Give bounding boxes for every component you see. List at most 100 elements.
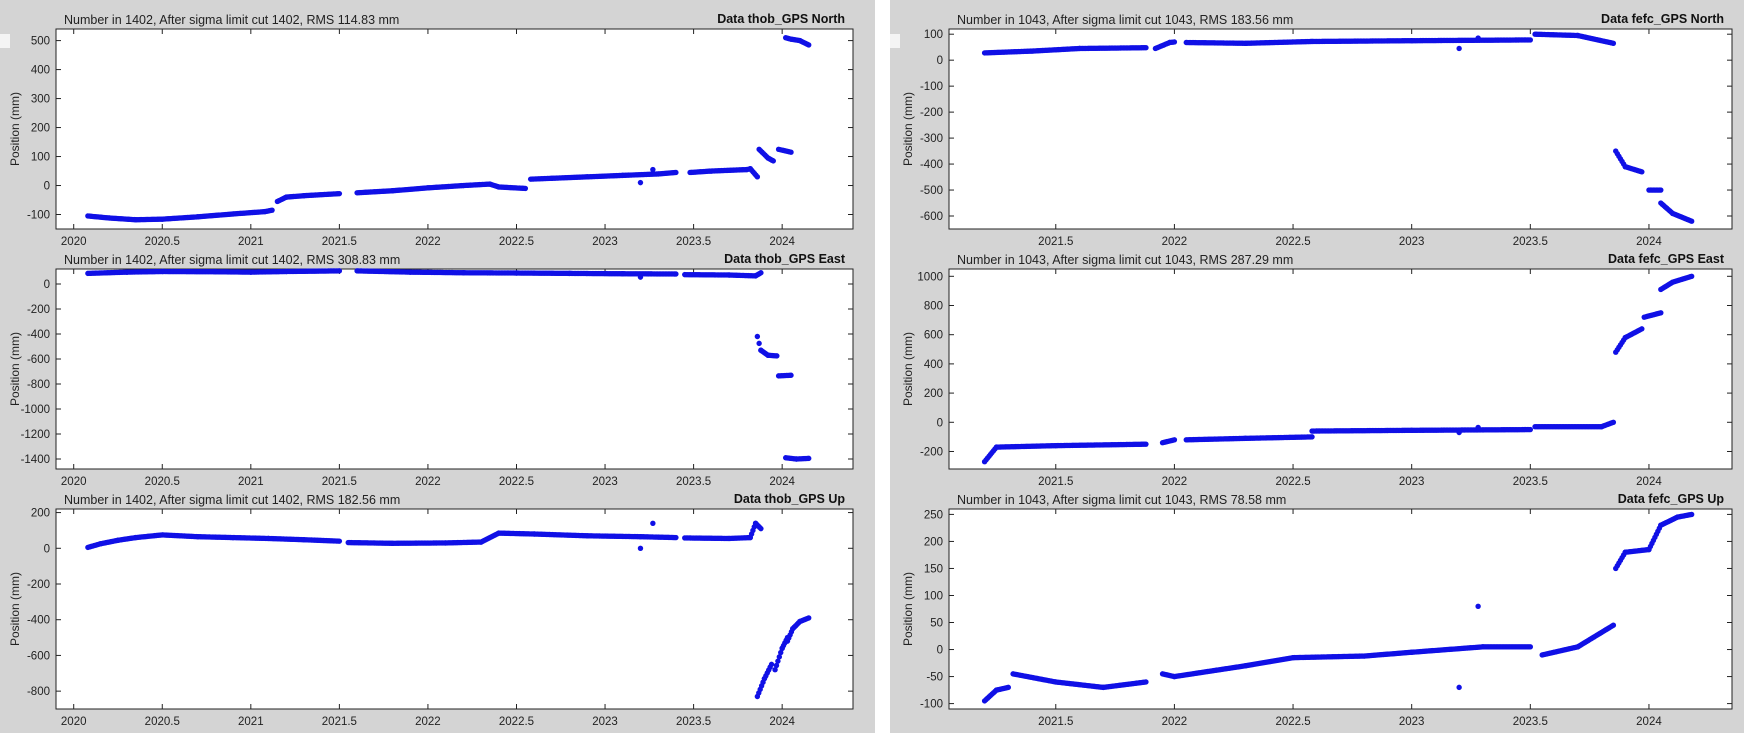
right-figure: Number in 1043, After sigma limit cut 10…: [901, 12, 1733, 728]
y-tick-label: 400: [924, 359, 943, 371]
x-tick-label: 2022.5: [499, 476, 534, 488]
data-point: [768, 661, 775, 668]
data-point: [1143, 441, 1149, 447]
y-axis-label: Position (mm): [901, 92, 915, 166]
x-tick-label: 2022: [415, 236, 441, 248]
outlier-point: [637, 274, 644, 280]
y-tick-label: 0: [44, 279, 50, 291]
x-tick-label: 2023.5: [676, 716, 711, 728]
x-tick-label: 2022.5: [1275, 236, 1310, 248]
data-point: [1143, 679, 1149, 685]
x-tick-label: 2024: [1636, 476, 1662, 488]
y-tick-label: -400: [27, 329, 50, 341]
data-point: [336, 268, 343, 274]
x-tick-label: 2021: [238, 716, 264, 728]
x-tick-label: 2020: [61, 476, 87, 488]
left-figure-window: Number in 1402, After sigma limit cut 14…: [0, 0, 875, 733]
outlier-point: [637, 545, 644, 551]
data-point: [673, 169, 679, 176]
x-tick-label: 2023: [592, 236, 618, 248]
y-tick-label: -300: [920, 133, 943, 145]
y-tick-label: 200: [31, 123, 50, 135]
panel-header: Number in 1402, After sigma limit cut 14…: [64, 13, 399, 27]
y-tick-label: -400: [27, 615, 50, 627]
data-point: [336, 190, 343, 197]
panel-title: Data thob_GPS East: [724, 252, 846, 266]
y-tick-label: -100: [27, 210, 50, 222]
data-point: [772, 667, 778, 673]
x-tick-label: 2021.5: [322, 476, 357, 488]
outlier-point: [650, 166, 656, 173]
x-tick-label: 2023: [1399, 236, 1425, 248]
y-tick-label: 200: [924, 536, 943, 548]
x-tick-label: 2022: [1162, 236, 1188, 248]
plot-area: [55, 268, 854, 470]
outlier-point: [1456, 429, 1462, 436]
data-point: [1639, 326, 1645, 332]
y-tick-label: -600: [920, 211, 943, 223]
data-series: [85, 34, 812, 223]
panel-edge-tab: [0, 34, 10, 48]
data-point: [758, 270, 764, 276]
y-tick-label: -400: [920, 159, 943, 171]
chart-panel-4: Number in 1043, After sigma limit cut 10…: [901, 252, 1733, 488]
x-tick-label: 2020: [61, 716, 87, 728]
y-tick-label: -200: [920, 107, 943, 119]
chart-panel-3: Number in 1043, After sigma limit cut 10…: [901, 12, 1733, 248]
y-tick-label: 200: [31, 508, 50, 520]
x-tick-label: 2024: [1636, 236, 1662, 248]
data-series: [85, 520, 812, 700]
data-point: [269, 207, 275, 213]
chart-panel-2: Number in 1402, After sigma limit cut 14…: [8, 492, 854, 728]
panel-header: Number in 1402, After sigma limit cut 14…: [64, 253, 400, 267]
data-point: [1688, 273, 1695, 279]
y-tick-label: 1000: [917, 271, 943, 283]
y-tick-label: 0: [44, 181, 50, 193]
data-point: [1658, 310, 1664, 316]
outlier-point: [1475, 424, 1481, 431]
data-point: [1527, 37, 1534, 43]
panel-header: Number in 1043, After sigma limit cut 10…: [957, 13, 1293, 27]
panel-header: Number in 1043, After sigma limit cut 10…: [957, 253, 1293, 267]
data-point: [1143, 45, 1149, 51]
y-tick-label: -50: [926, 672, 943, 684]
x-tick-label: 2023: [592, 716, 618, 728]
data-point: [776, 654, 783, 660]
y-tick-label: -100: [920, 81, 943, 93]
y-tick-label: 0: [937, 417, 943, 429]
y-axis-label: Position (mm): [901, 572, 915, 646]
y-axis-label: Position (mm): [8, 572, 22, 646]
y-tick-label: 400: [31, 65, 50, 77]
panel-title: Data thob_GPS Up: [734, 492, 845, 506]
data-series: [981, 273, 1695, 465]
data-point: [1688, 218, 1695, 224]
x-tick-label: 2021.5: [1038, 236, 1073, 248]
x-tick-label: 2023.5: [676, 236, 711, 248]
x-tick-label: 2024: [1636, 716, 1662, 728]
chart-panel-0: Number in 1402, After sigma limit cut 14…: [8, 12, 854, 248]
x-tick-label: 2021.5: [1038, 476, 1073, 488]
y-tick-label: -800: [27, 686, 50, 698]
y-tick-label: -800: [27, 379, 50, 391]
data-point: [806, 455, 812, 462]
x-tick-label: 2023.5: [1513, 476, 1548, 488]
data-point: [1639, 169, 1645, 175]
y-tick-label: -1000: [21, 404, 50, 416]
panel-title: Data fefc_GPS North: [1601, 12, 1724, 26]
y-tick-label: -200: [27, 579, 50, 591]
data-point: [1610, 622, 1617, 628]
y-tick-label: 800: [924, 300, 943, 312]
data-point: [770, 158, 776, 164]
chart-panel-1: Number in 1402, After sigma limit cut 14…: [8, 252, 854, 488]
x-tick-label: 2023.5: [676, 476, 711, 488]
y-tick-label: -100: [920, 699, 943, 711]
y-tick-label: 100: [31, 152, 50, 164]
x-tick-label: 2022: [1162, 476, 1188, 488]
x-tick-label: 2021: [238, 476, 264, 488]
chart-panel-5: Number in 1043, After sigma limit cut 10…: [901, 492, 1733, 728]
y-tick-label: 300: [31, 94, 50, 106]
y-tick-label: 250: [924, 509, 943, 521]
data-point: [788, 372, 794, 378]
y-axis-label: Position (mm): [8, 92, 22, 166]
data-series: [85, 268, 812, 462]
